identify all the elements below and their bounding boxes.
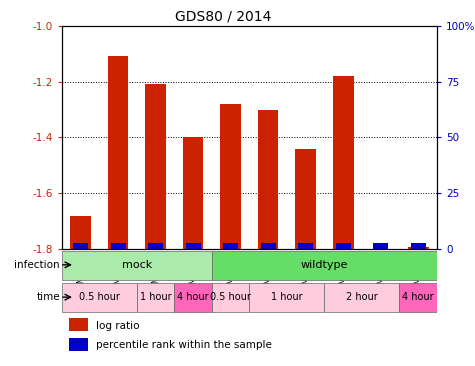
Text: infection: infection bbox=[14, 260, 60, 270]
Bar bbox=[186, 243, 200, 249]
Bar bbox=[69, 338, 88, 351]
Bar bbox=[174, 283, 212, 312]
Text: 0.5 hour: 0.5 hour bbox=[79, 292, 120, 302]
Bar bbox=[373, 243, 388, 249]
Bar bbox=[73, 243, 88, 249]
Bar bbox=[399, 283, 437, 312]
Bar bbox=[258, 109, 278, 249]
Bar bbox=[411, 243, 426, 249]
Bar bbox=[69, 318, 88, 331]
Text: log ratio: log ratio bbox=[95, 321, 139, 330]
Bar bbox=[324, 283, 399, 312]
Text: 1 hour: 1 hour bbox=[271, 292, 303, 302]
Bar bbox=[111, 243, 125, 249]
Bar bbox=[223, 243, 238, 249]
Bar bbox=[295, 149, 316, 249]
Bar bbox=[70, 216, 91, 249]
Bar bbox=[261, 243, 276, 249]
Bar bbox=[183, 138, 203, 249]
Bar bbox=[145, 84, 166, 249]
Bar bbox=[298, 243, 313, 249]
Bar bbox=[336, 243, 351, 249]
Text: mock: mock bbox=[122, 260, 152, 270]
Bar bbox=[408, 247, 428, 249]
Bar bbox=[212, 251, 437, 280]
Text: 4 hour: 4 hour bbox=[177, 292, 209, 302]
Bar bbox=[62, 251, 212, 280]
Text: time: time bbox=[36, 292, 60, 302]
Bar bbox=[108, 56, 128, 249]
Text: 2 hour: 2 hour bbox=[346, 292, 378, 302]
Bar bbox=[220, 104, 241, 249]
Text: 0.5 hour: 0.5 hour bbox=[210, 292, 251, 302]
Text: 1 hour: 1 hour bbox=[140, 292, 171, 302]
Bar bbox=[212, 283, 249, 312]
Text: 4 hour: 4 hour bbox=[402, 292, 434, 302]
Bar bbox=[137, 283, 174, 312]
Text: percentile rank within the sample: percentile rank within the sample bbox=[95, 340, 271, 350]
Bar bbox=[333, 76, 353, 249]
Bar bbox=[249, 283, 324, 312]
Text: wildtype: wildtype bbox=[301, 260, 348, 270]
Bar bbox=[62, 283, 137, 312]
Bar bbox=[148, 243, 163, 249]
Title: GDS80 / 2014: GDS80 / 2014 bbox=[175, 9, 271, 23]
